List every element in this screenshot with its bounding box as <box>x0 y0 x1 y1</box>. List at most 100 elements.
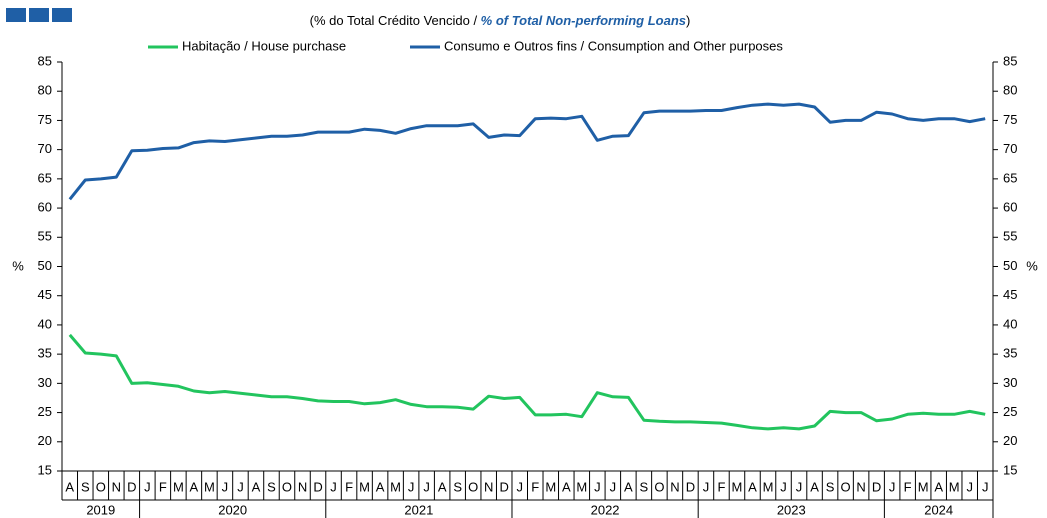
x-group-label: 2022 <box>591 502 620 517</box>
y-axis-label: % <box>12 258 24 273</box>
x-tick-label: N <box>670 479 679 494</box>
legend-label: Habitação / House purchase <box>182 38 346 53</box>
x-tick-label: J <box>796 479 803 494</box>
y2-tick-label: 80 <box>1003 83 1017 98</box>
x-tick-label: M <box>545 479 556 494</box>
x-tick-label: M <box>576 479 587 494</box>
y-tick-label: 30 <box>38 375 52 390</box>
y2-tick-label: 75 <box>1003 112 1017 127</box>
x-tick-label: S <box>826 479 835 494</box>
logo-block <box>6 8 26 22</box>
x-tick-label: A <box>190 479 199 494</box>
x-tick-label: J <box>982 479 989 494</box>
x-tick-label: N <box>112 479 121 494</box>
y-tick-label: 80 <box>38 83 52 98</box>
x-tick-label: J <box>594 479 601 494</box>
x-tick-label: S <box>267 479 276 494</box>
x-tick-label: A <box>562 479 571 494</box>
x-tick-label: O <box>96 479 106 494</box>
y2-tick-label: 15 <box>1003 462 1017 477</box>
subtitle-en: % of Total Non-performing Loans <box>481 13 686 28</box>
x-tick-label: S <box>640 479 649 494</box>
x-tick-label: A <box>376 479 385 494</box>
x-tick-label: N <box>856 479 865 494</box>
y-tick-label: 60 <box>38 200 52 215</box>
y2-tick-label: 50 <box>1003 258 1017 273</box>
x-tick-label: J <box>222 479 229 494</box>
y-tick-label: 45 <box>38 287 52 302</box>
y2-axis-label: % <box>1026 258 1038 273</box>
y2-tick-label: 65 <box>1003 170 1017 185</box>
y2-tick-label: 25 <box>1003 404 1017 419</box>
x-group-label: 2023 <box>777 502 806 517</box>
y-tick-label: 65 <box>38 170 52 185</box>
x-tick-label: M <box>763 479 774 494</box>
x-tick-label: J <box>889 479 896 494</box>
y2-tick-label: 85 <box>1003 53 1017 68</box>
x-tick-label: F <box>345 479 353 494</box>
x-tick-label: N <box>484 479 493 494</box>
x-tick-label: J <box>408 479 415 494</box>
x-tick-label: D <box>313 479 322 494</box>
x-tick-label: A <box>252 479 261 494</box>
logo-block <box>52 8 72 22</box>
x-tick-label: A <box>438 479 447 494</box>
x-group-label: 2021 <box>404 502 433 517</box>
x-tick-label: F <box>717 479 725 494</box>
y-tick-label: 75 <box>38 112 52 127</box>
series-line <box>68 333 986 431</box>
x-tick-label: A <box>748 479 757 494</box>
y-tick-label: 85 <box>38 53 52 68</box>
x-tick-label: O <box>654 479 664 494</box>
x-tick-label: S <box>453 479 462 494</box>
subtitle: (% do Total Crédito Vencido / % of Total… <box>310 13 691 28</box>
y2-tick-label: 45 <box>1003 287 1017 302</box>
series-line <box>68 102 986 201</box>
x-tick-label: M <box>173 479 184 494</box>
x-tick-label: D <box>500 479 509 494</box>
y-tick-label: 50 <box>38 258 52 273</box>
x-tick-label: F <box>159 479 167 494</box>
x-tick-label: F <box>904 479 912 494</box>
y-tick-label: 55 <box>38 229 52 244</box>
x-tick-label: A <box>65 479 74 494</box>
x-tick-label: O <box>841 479 851 494</box>
x-tick-label: F <box>531 479 539 494</box>
x-tick-label: D <box>127 479 136 494</box>
x-tick-label: A <box>624 479 633 494</box>
x-tick-label: S <box>81 479 90 494</box>
x-tick-label: J <box>423 479 430 494</box>
y-tick-label: 25 <box>38 404 52 419</box>
x-tick-label: J <box>966 479 973 494</box>
subtitle-end: ) <box>686 13 690 28</box>
legend-label: Consumo e Outros fins / Consumption and … <box>444 38 783 53</box>
x-group-label: 2024 <box>924 502 953 517</box>
y2-tick-label: 60 <box>1003 200 1017 215</box>
x-tick-label: A <box>934 479 943 494</box>
x-tick-label: N <box>298 479 307 494</box>
x-tick-label: M <box>732 479 743 494</box>
x-tick-label: D <box>872 479 881 494</box>
x-tick-label: M <box>204 479 215 494</box>
x-tick-label: J <box>330 479 337 494</box>
x-tick-label: M <box>949 479 960 494</box>
x-tick-label: M <box>390 479 401 494</box>
logo-block <box>29 8 49 22</box>
x-tick-label: M <box>918 479 929 494</box>
x-tick-label: J <box>780 479 787 494</box>
y2-tick-label: 35 <box>1003 346 1017 361</box>
y2-tick-label: 40 <box>1003 316 1017 331</box>
x-group-label: 2020 <box>218 502 247 517</box>
x-group-label: 2019 <box>86 502 115 517</box>
x-tick-label: M <box>359 479 370 494</box>
x-tick-label: D <box>686 479 695 494</box>
y-tick-label: 70 <box>38 141 52 156</box>
subtitle-pt: (% do Total Crédito Vencido / <box>310 13 481 28</box>
x-tick-label: O <box>282 479 292 494</box>
y2-tick-label: 55 <box>1003 229 1017 244</box>
x-tick-label: J <box>144 479 151 494</box>
x-tick-label: O <box>468 479 478 494</box>
x-tick-label: A <box>810 479 819 494</box>
y-tick-label: 20 <box>38 433 52 448</box>
